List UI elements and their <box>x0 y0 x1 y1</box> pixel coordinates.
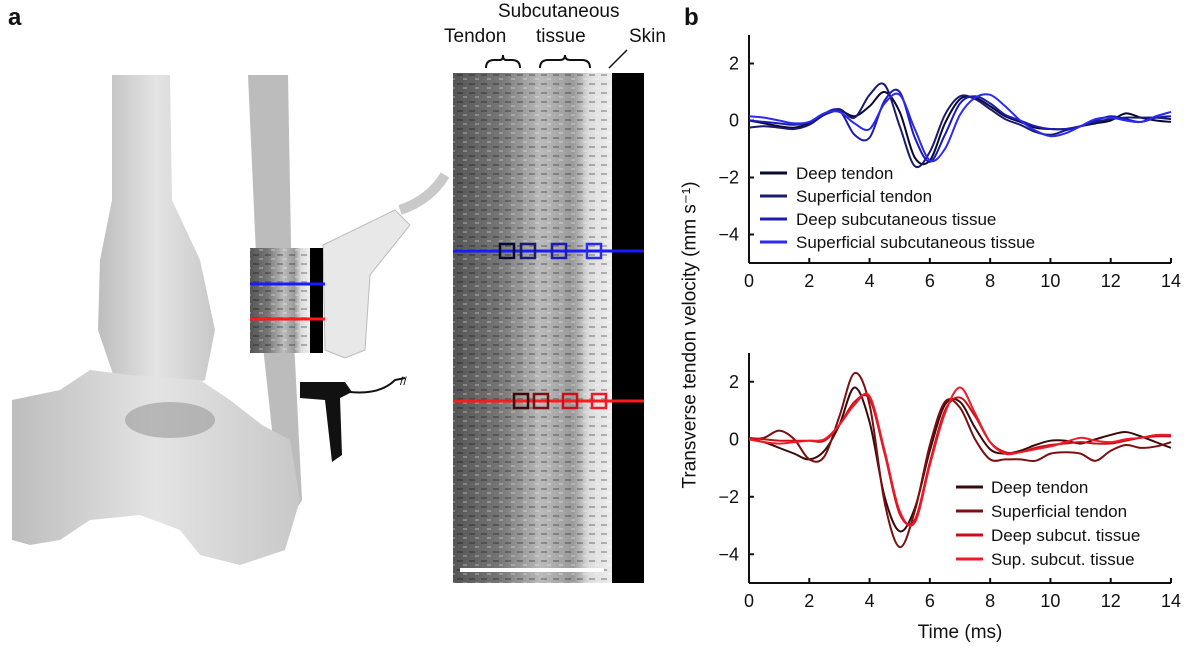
foot-bones <box>12 370 300 565</box>
ultrasound-probe <box>322 209 411 359</box>
subcutaneous-brace <box>539 54 591 69</box>
panel-b-label: b <box>684 4 699 31</box>
y-tick-label: 2 <box>729 372 739 392</box>
tibia-bone <box>98 75 215 395</box>
legend-label: Superficial tendon <box>796 187 932 206</box>
y-tick-label: −2 <box>718 487 739 507</box>
roi-superficial-tendon-upper <box>519 242 537 260</box>
panel-a-label: a <box>8 4 22 31</box>
x-tick-label: 6 <box>925 271 935 291</box>
x-axis-label: Time (ms) <box>917 622 1003 643</box>
x-tick-label: 14 <box>1161 271 1181 291</box>
roi-superficial-subcut-upper <box>585 242 603 260</box>
y-axis-label: Transverse tendon velocity (mm s⁻¹) <box>679 181 701 489</box>
x-tick-label: 2 <box>804 271 814 291</box>
subcutaneous-label-line1: Subcutaneous <box>498 1 620 22</box>
x-tick-label: 10 <box>1040 591 1060 611</box>
roi-deep-tendon-upper <box>498 242 516 260</box>
series-line-0-2 <box>748 88 1172 163</box>
series-line-0-1 <box>748 82 1172 169</box>
legend-label: Sup. subcut. tissue <box>991 550 1135 569</box>
x-tick-label: 0 <box>744 271 754 291</box>
y-tick-label: −4 <box>718 225 739 245</box>
legend-label: Deep subcutaneous tissue <box>796 210 996 229</box>
y-tick-label: 0 <box>729 429 739 449</box>
x-tick-label: 14 <box>1161 591 1181 611</box>
tendon-label: Tendon <box>444 26 507 47</box>
legend-label: Deep tendon <box>991 478 1088 497</box>
y-tick-label: −2 <box>718 168 739 188</box>
x-tick-label: 12 <box>1101 271 1121 291</box>
legend-label: Superficial tendon <box>991 502 1127 521</box>
y-tick-label: −4 <box>718 544 739 564</box>
legend-label: Deep tendon <box>796 164 893 183</box>
roi-deep-tendon-lower <box>512 392 530 410</box>
legend-label: Superficial subcutaneous tissue <box>796 233 1035 252</box>
x-tick-label: 8 <box>985 591 995 611</box>
roi-superficial-tendon-lower <box>532 392 550 410</box>
series-line-1-3 <box>748 386 1172 527</box>
probe-cable <box>398 172 450 215</box>
series-line-1-1 <box>748 372 1172 549</box>
series-line-1-0 <box>748 386 1172 533</box>
x-tick-label: 6 <box>925 591 935 611</box>
y-tick-label: 2 <box>729 54 739 74</box>
skin-pointer <box>608 49 628 69</box>
x-tick-label: 0 <box>744 591 754 611</box>
x-tick-label: 4 <box>865 271 875 291</box>
tapper-device <box>300 382 352 462</box>
series-line-0-3 <box>748 92 1172 163</box>
legend-label: Deep subcut. tissue <box>991 526 1140 545</box>
x-tick-label: 2 <box>804 591 814 611</box>
x-tick-label: 4 <box>865 591 875 611</box>
x-tick-label: 12 <box>1101 591 1121 611</box>
series-line-1-2 <box>748 393 1172 526</box>
ankle-illustration: // <box>12 49 644 583</box>
tendon-brace <box>485 54 521 69</box>
roi-deep-subcut-upper <box>550 242 568 260</box>
y-tick-label: 0 <box>729 111 739 131</box>
skin-label: Skin <box>629 26 666 47</box>
scale-bar <box>460 568 604 572</box>
svg-text://: // <box>400 374 407 388</box>
x-tick-label: 10 <box>1040 271 1060 291</box>
subcutaneous-label-line2: tissue <box>536 26 586 47</box>
roi-deep-subcut-lower <box>561 392 579 410</box>
roi-superficial-subcut-lower <box>590 392 608 410</box>
x-tick-label: 8 <box>985 271 995 291</box>
